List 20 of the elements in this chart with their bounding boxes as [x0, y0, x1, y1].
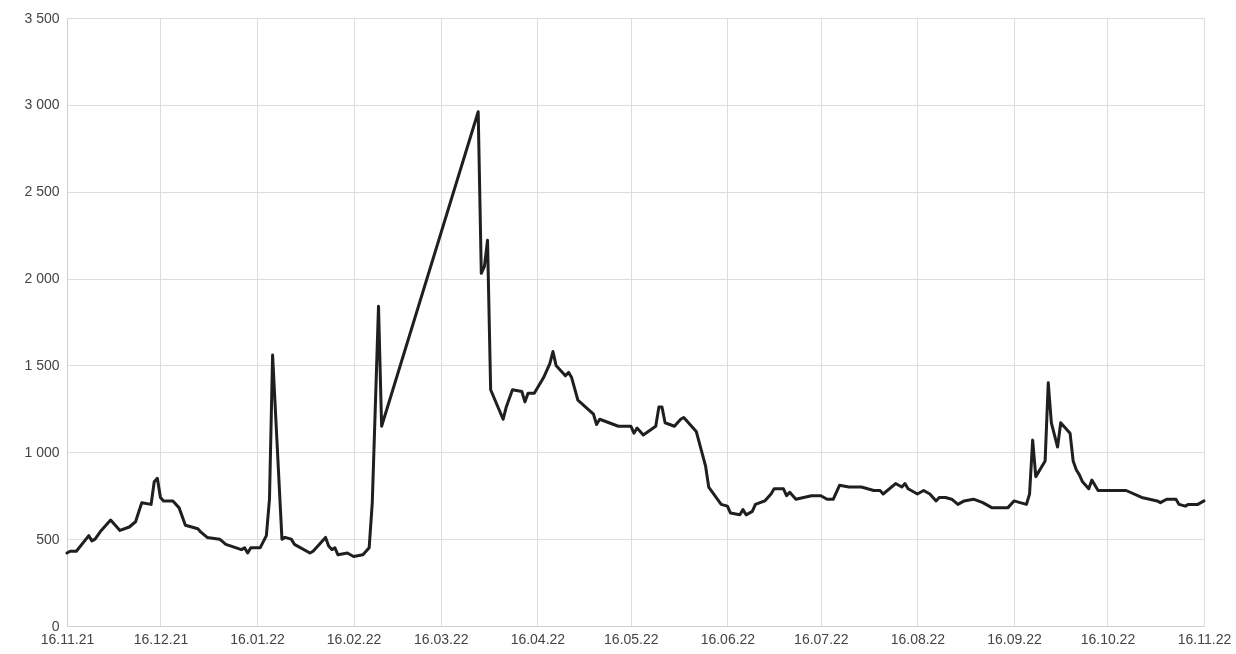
y-tick-label: 1 000	[24, 443, 60, 460]
x-tick-label: 16.08.22	[890, 630, 946, 647]
x-tick-label: 16.04.22	[510, 630, 566, 647]
y-tick-label: 500	[36, 530, 60, 547]
y-tick-label: 2 500	[24, 183, 60, 200]
y-tick-label: 1 500	[24, 356, 60, 373]
line-series	[65, 110, 1206, 559]
y-tick-label: 3 500	[24, 9, 60, 26]
x-tick-label: 16.03.22	[414, 630, 469, 647]
x-tick-label: 16.02.22	[326, 630, 382, 647]
y-tick-label: 2 000	[24, 270, 60, 287]
x-tick-label: 16.01.22	[230, 630, 285, 647]
x-tick-label: 16.09.22	[987, 630, 1042, 647]
x-tick-label: 16.07.22	[794, 630, 849, 647]
x-tick-label: 16.11.22	[1177, 630, 1232, 647]
x-tick-label: 16.12.21	[133, 630, 189, 647]
x-tick-label: 16.10.22	[1080, 630, 1136, 647]
y-tick-label: 3 000	[24, 96, 60, 113]
x-tick-label: 16.05.22	[604, 630, 659, 647]
x-tick-label: 16.06.22	[700, 630, 756, 647]
